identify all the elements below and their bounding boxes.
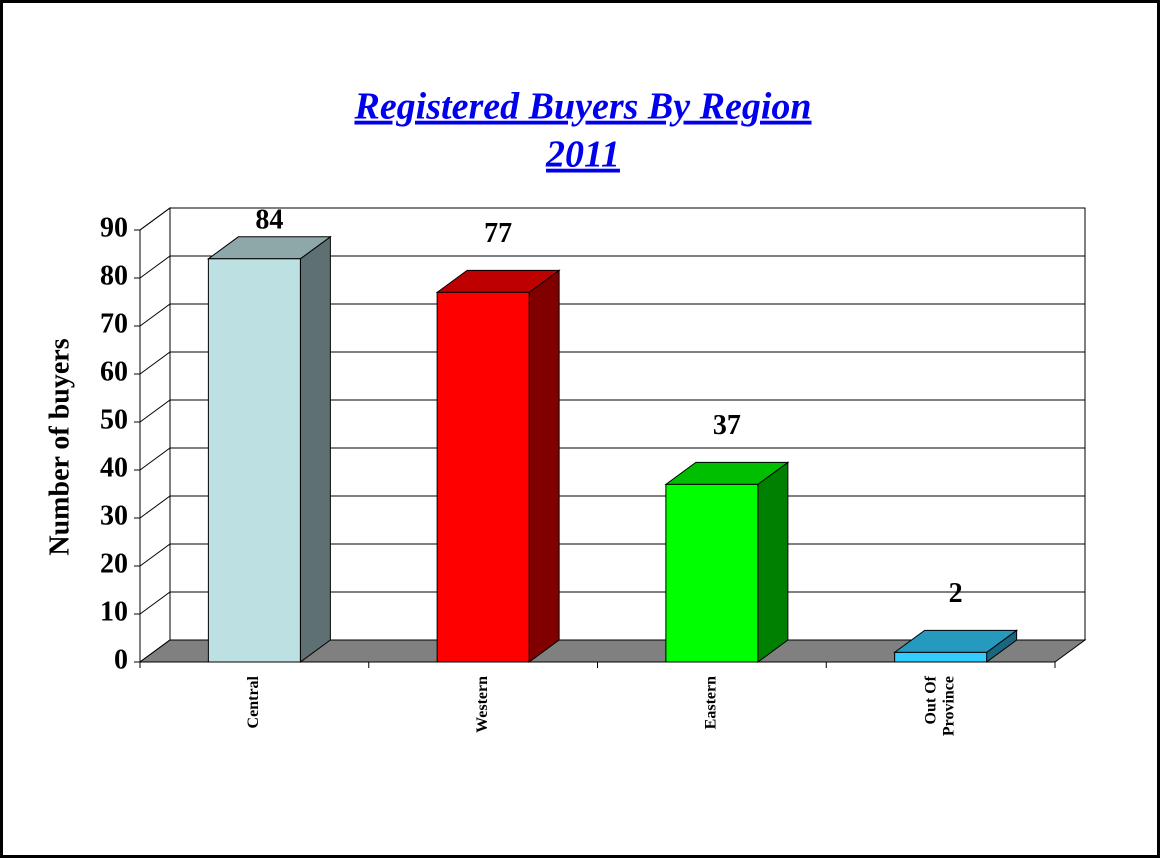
y-tick-label: 50 [100,404,128,435]
y-tick-label: 0 [114,644,128,675]
value-label: 84 [255,204,283,235]
value-label: 2 [949,578,963,609]
grid-line [139,351,1085,375]
y-tick-label: 40 [100,452,128,483]
y-tick-label: 80 [100,260,128,291]
x-tick-label: Western [474,676,491,733]
bar [207,258,301,663]
bar-side [528,269,560,663]
grid-line [139,447,1085,471]
bar-side [757,461,789,663]
side-wall [139,207,171,663]
x-tick-label: Central [245,675,262,728]
value-label: 77 [484,218,512,249]
x-tick-label: Eastern [703,676,720,729]
bar [436,291,530,663]
y-tick-label: 20 [100,548,128,579]
value-label: 37 [713,410,741,441]
y-tick-label: 70 [100,308,128,339]
grid-line [139,207,1085,231]
y-tick-label: 60 [100,356,128,387]
x-tick-label: Out OfProvince [922,675,957,736]
bar-side [299,235,331,663]
chart-title: Registered Buyers By Region [353,86,811,128]
chart-subtitle: 2011 [545,134,620,176]
grid-line [139,399,1085,423]
y-tick-label: 30 [100,500,128,531]
grid-line [139,303,1085,327]
grid-line [139,255,1085,279]
y-tick-label: 10 [100,596,128,627]
y-axis-label: Number of buyers [44,338,75,555]
bar [665,483,759,663]
y-tick-label: 90 [100,212,128,243]
bar [894,651,988,663]
